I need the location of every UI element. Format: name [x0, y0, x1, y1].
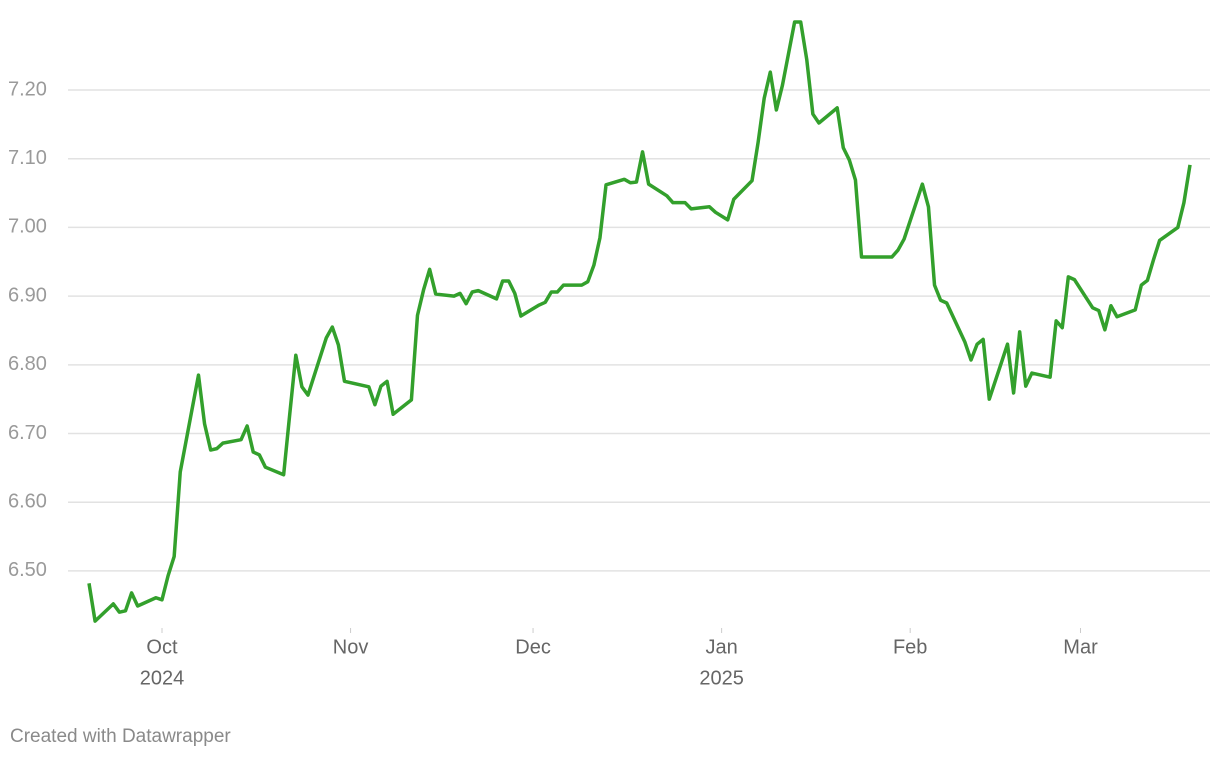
line — [87, 20, 1192, 623]
y-tick-label: 6.70 — [8, 422, 47, 444]
x-year-label: 2025 — [699, 667, 744, 689]
footer: Created with Datawrapper — [10, 726, 231, 747]
y-tick-label: 6.50 — [8, 559, 47, 581]
x-tick-label: Mar — [1063, 636, 1098, 658]
x-tick-label: Nov — [333, 636, 369, 658]
x-year-label: 2024 — [140, 667, 185, 689]
y-tick-label: 6.90 — [8, 284, 47, 306]
y-tick-label: 6.80 — [8, 353, 47, 375]
x-tick-label: Jan — [705, 636, 737, 658]
x-tick-label: Feb — [893, 636, 927, 658]
x-tick-label: Dec — [515, 636, 551, 658]
y-tick-label: 7.00 — [8, 216, 47, 238]
y-tick-label: 7.10 — [8, 147, 47, 169]
y-tick-label: 7.20 — [8, 78, 47, 100]
y-tick-label: 6.60 — [8, 491, 47, 513]
x-tick-label: Oct — [146, 636, 178, 658]
